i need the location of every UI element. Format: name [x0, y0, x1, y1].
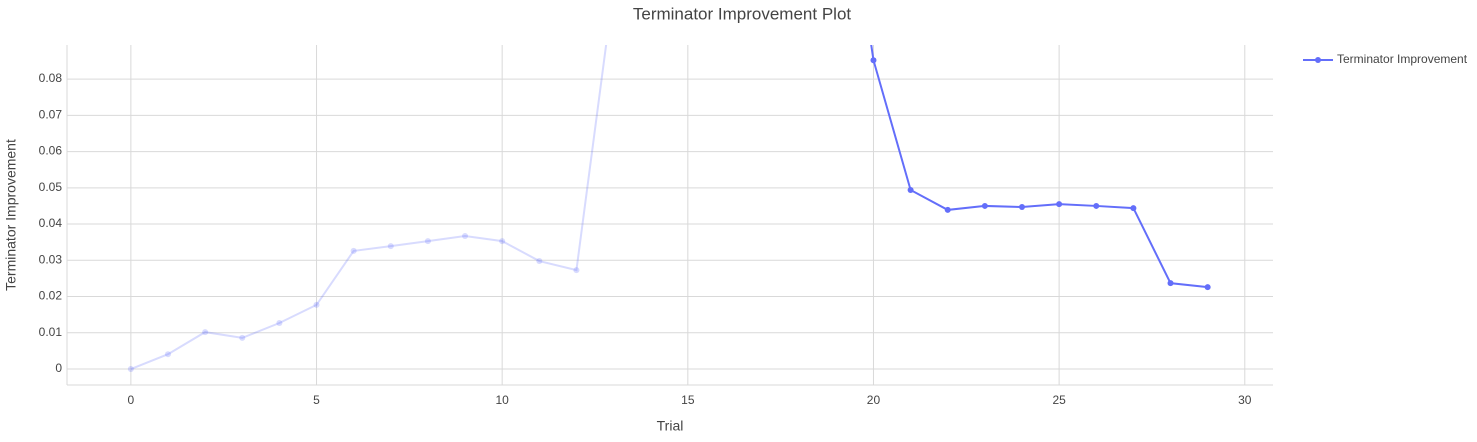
x-tick-label: 25	[1052, 393, 1066, 407]
legend-marker	[1315, 57, 1321, 63]
data-point	[1130, 205, 1137, 212]
data-point	[944, 206, 951, 213]
x-tick-label: 30	[1238, 393, 1252, 407]
data-point	[202, 329, 209, 336]
data-point	[462, 233, 469, 240]
data-point	[870, 57, 877, 64]
data-point	[164, 351, 171, 358]
x-tick-label: 15	[681, 393, 695, 407]
x-tick-label: 5	[313, 393, 320, 407]
y-tick-label: 0.07	[39, 107, 63, 121]
chart-title: Terminator Improvement Plot	[633, 4, 852, 23]
x-axis-title: Trial	[657, 418, 684, 434]
data-point	[387, 243, 394, 250]
y-tick-label: 0.01	[39, 325, 63, 339]
y-tick-label: 0.04	[39, 216, 63, 230]
data-point	[1018, 204, 1025, 211]
data-point	[1167, 280, 1174, 287]
data-point	[1093, 202, 1100, 209]
x-tick-label: 20	[867, 393, 881, 407]
x-tick-label: 10	[495, 393, 509, 407]
y-tick-label: 0.03	[39, 252, 63, 266]
series-line	[870, 45, 1208, 289]
data-point	[981, 202, 988, 209]
series-line	[130, 45, 608, 370]
data-point	[276, 320, 283, 327]
y-tick-label: 0.02	[39, 289, 63, 303]
plot-area	[127, 45, 1211, 373]
data-point	[1204, 284, 1211, 291]
data-point	[313, 301, 320, 308]
data-point	[907, 186, 914, 193]
x-tick-label: 0	[128, 393, 135, 407]
y-axis-title: Terminator Improvement	[3, 139, 19, 291]
legend-label: Terminator Improvement	[1337, 52, 1468, 66]
legend: Terminator Improvement	[1303, 52, 1468, 66]
grid: 0 0.01 0.02 0.03 0.04 0.05 0.06 0.07 0.08 0 5 10 15 2…	[39, 45, 1273, 407]
y-tick-label: 0.05	[39, 180, 63, 194]
data-point	[424, 238, 431, 245]
y-tick-label: 0	[55, 361, 62, 375]
data-point	[239, 334, 246, 341]
y-tick-label: 0.06	[39, 144, 63, 158]
data-point	[350, 247, 357, 254]
data-point	[536, 258, 543, 265]
data-point	[499, 238, 506, 245]
y-tick-label: 0.08	[39, 71, 63, 85]
data-point	[573, 267, 580, 274]
data-point	[127, 366, 134, 373]
data-point	[1056, 201, 1063, 208]
